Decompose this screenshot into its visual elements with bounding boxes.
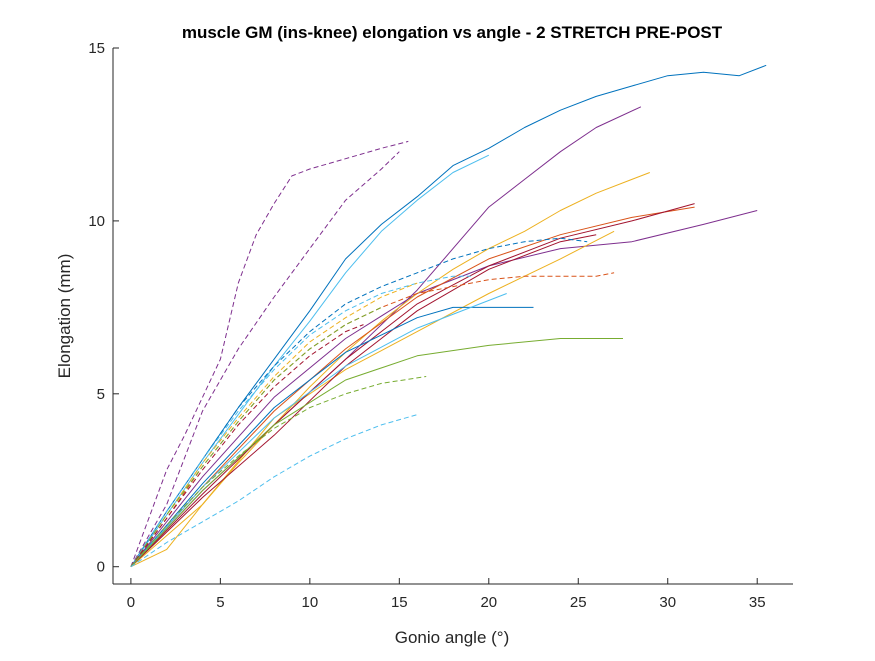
- series-line-19: [130, 306, 382, 567]
- series-line-3: [130, 106, 642, 568]
- y-tick-label: 5: [97, 386, 105, 403]
- y-axis-label: Elongation (mm): [55, 254, 74, 379]
- series-line-6: [130, 230, 615, 568]
- x-axis-label: Gonio angle (°): [395, 628, 510, 647]
- series-line-16: [130, 272, 615, 567]
- x-tick-label: 10: [301, 594, 318, 611]
- series-line-12: [130, 338, 623, 568]
- y-tick-label: 15: [88, 40, 105, 57]
- series-line-21: [130, 376, 427, 568]
- x-tick-label: 15: [391, 594, 408, 611]
- y-tick-label: 0: [97, 559, 105, 576]
- x-tick-label: 25: [570, 594, 587, 611]
- axes: [112, 48, 793, 585]
- series-line-22: [130, 414, 418, 568]
- x-ticks: 0 5 10 15 20 25 30 35: [127, 578, 766, 611]
- series-line-4: [130, 210, 758, 568]
- y-tick-label: 10: [88, 213, 105, 230]
- series-line-8: [130, 203, 695, 568]
- x-tick-label: 30: [659, 594, 676, 611]
- chart-title: muscle GM (ins-knee) elongation vs angle…: [182, 23, 723, 42]
- series-line-1: [130, 64, 767, 567]
- series-line-14: [130, 151, 400, 567]
- series-lines: [130, 64, 767, 568]
- series-line-17: [130, 275, 471, 567]
- x-tick-label: 20: [480, 594, 497, 611]
- x-tick-label: 0: [127, 594, 135, 611]
- x-tick-label: 35: [749, 594, 766, 611]
- series-line-15: [130, 237, 588, 567]
- series-line-9: [130, 234, 597, 568]
- y-ticks: 0 5 10 15: [88, 40, 119, 576]
- series-line-20: [130, 324, 364, 567]
- series-line-7: [130, 206, 695, 568]
- series-line-13: [130, 140, 409, 567]
- series-line-18: [130, 282, 418, 567]
- x-tick-label: 5: [216, 594, 224, 611]
- series-line-10: [130, 306, 534, 568]
- series-line-5: [130, 172, 650, 568]
